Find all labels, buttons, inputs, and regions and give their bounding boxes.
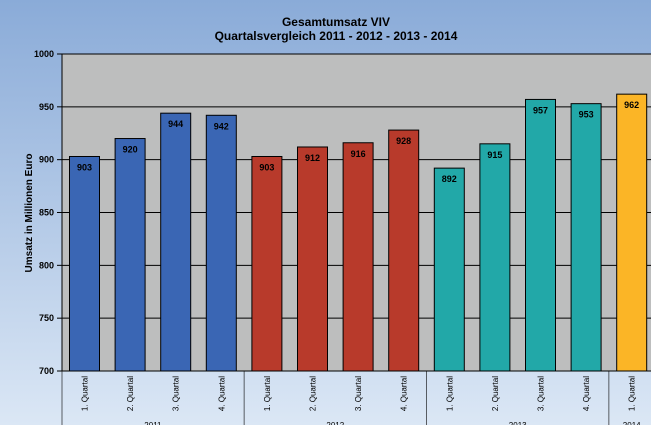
category-label: 3. Quartal bbox=[172, 376, 181, 411]
bar bbox=[69, 155, 100, 372]
bar-value-label: 928 bbox=[396, 136, 411, 146]
category-label: 1. Quartal bbox=[263, 376, 272, 411]
bar-value-label: 892 bbox=[442, 174, 457, 184]
category-label: 4. Quartal bbox=[400, 376, 409, 411]
bar-value-label: 962 bbox=[624, 100, 639, 110]
bar bbox=[160, 112, 192, 372]
bar bbox=[433, 167, 465, 372]
y-tick-label: 700 bbox=[39, 366, 54, 376]
y-tick-label: 1000 bbox=[34, 49, 54, 59]
bar bbox=[205, 114, 237, 372]
y-tick-label: 850 bbox=[39, 208, 54, 218]
bar bbox=[570, 103, 602, 372]
bar bbox=[525, 98, 556, 372]
group-label: 2012 bbox=[326, 421, 344, 425]
y-tick-label: 900 bbox=[39, 155, 54, 165]
y-tick-label: 750 bbox=[39, 313, 54, 323]
bar bbox=[114, 138, 146, 372]
bar bbox=[616, 93, 648, 372]
chart-subtitle: Quartalsvergleich 2011 - 2012 - 2013 - 2… bbox=[215, 29, 458, 43]
group-label: 2014 bbox=[623, 421, 641, 425]
bar bbox=[479, 143, 511, 372]
category-label: 3. Quartal bbox=[537, 376, 546, 411]
category-label: 4. Quartal bbox=[217, 376, 226, 411]
category-label: 2. Quartal bbox=[491, 376, 500, 411]
bar-value-label: 912 bbox=[305, 153, 320, 163]
category-label: 2. Quartal bbox=[126, 376, 135, 411]
bar-value-label: 916 bbox=[351, 149, 366, 159]
bar-value-label: 953 bbox=[579, 110, 594, 120]
y-tick-label: 950 bbox=[39, 102, 54, 112]
category-label: 1. Quartal bbox=[628, 376, 637, 411]
category-label: 1. Quartal bbox=[81, 376, 90, 411]
bar-value-label: 903 bbox=[259, 162, 274, 172]
bar-value-label: 903 bbox=[77, 162, 92, 172]
bar-value-label: 942 bbox=[214, 121, 229, 131]
bar-value-label: 944 bbox=[168, 119, 183, 129]
group-label: 2011 bbox=[144, 421, 162, 425]
chart-title: Gesamtumsatz VIV bbox=[282, 15, 390, 29]
y-tick-label: 800 bbox=[39, 260, 54, 270]
bar bbox=[342, 142, 374, 372]
category-label: 2. Quartal bbox=[309, 376, 318, 411]
bar bbox=[251, 155, 283, 372]
category-label: 4. Quartal bbox=[582, 376, 591, 411]
y-axis-label: Umsatz in Millionen Euro bbox=[24, 154, 35, 273]
bar-value-label: 920 bbox=[123, 145, 138, 155]
bar bbox=[388, 129, 420, 372]
bar-value-label: 957 bbox=[533, 105, 548, 115]
bar-value-label: 915 bbox=[487, 150, 502, 160]
group-label: 2013 bbox=[509, 421, 527, 425]
category-label: 1. Quartal bbox=[445, 376, 454, 411]
category-label: 3. Quartal bbox=[354, 376, 363, 411]
bar bbox=[297, 146, 328, 372]
